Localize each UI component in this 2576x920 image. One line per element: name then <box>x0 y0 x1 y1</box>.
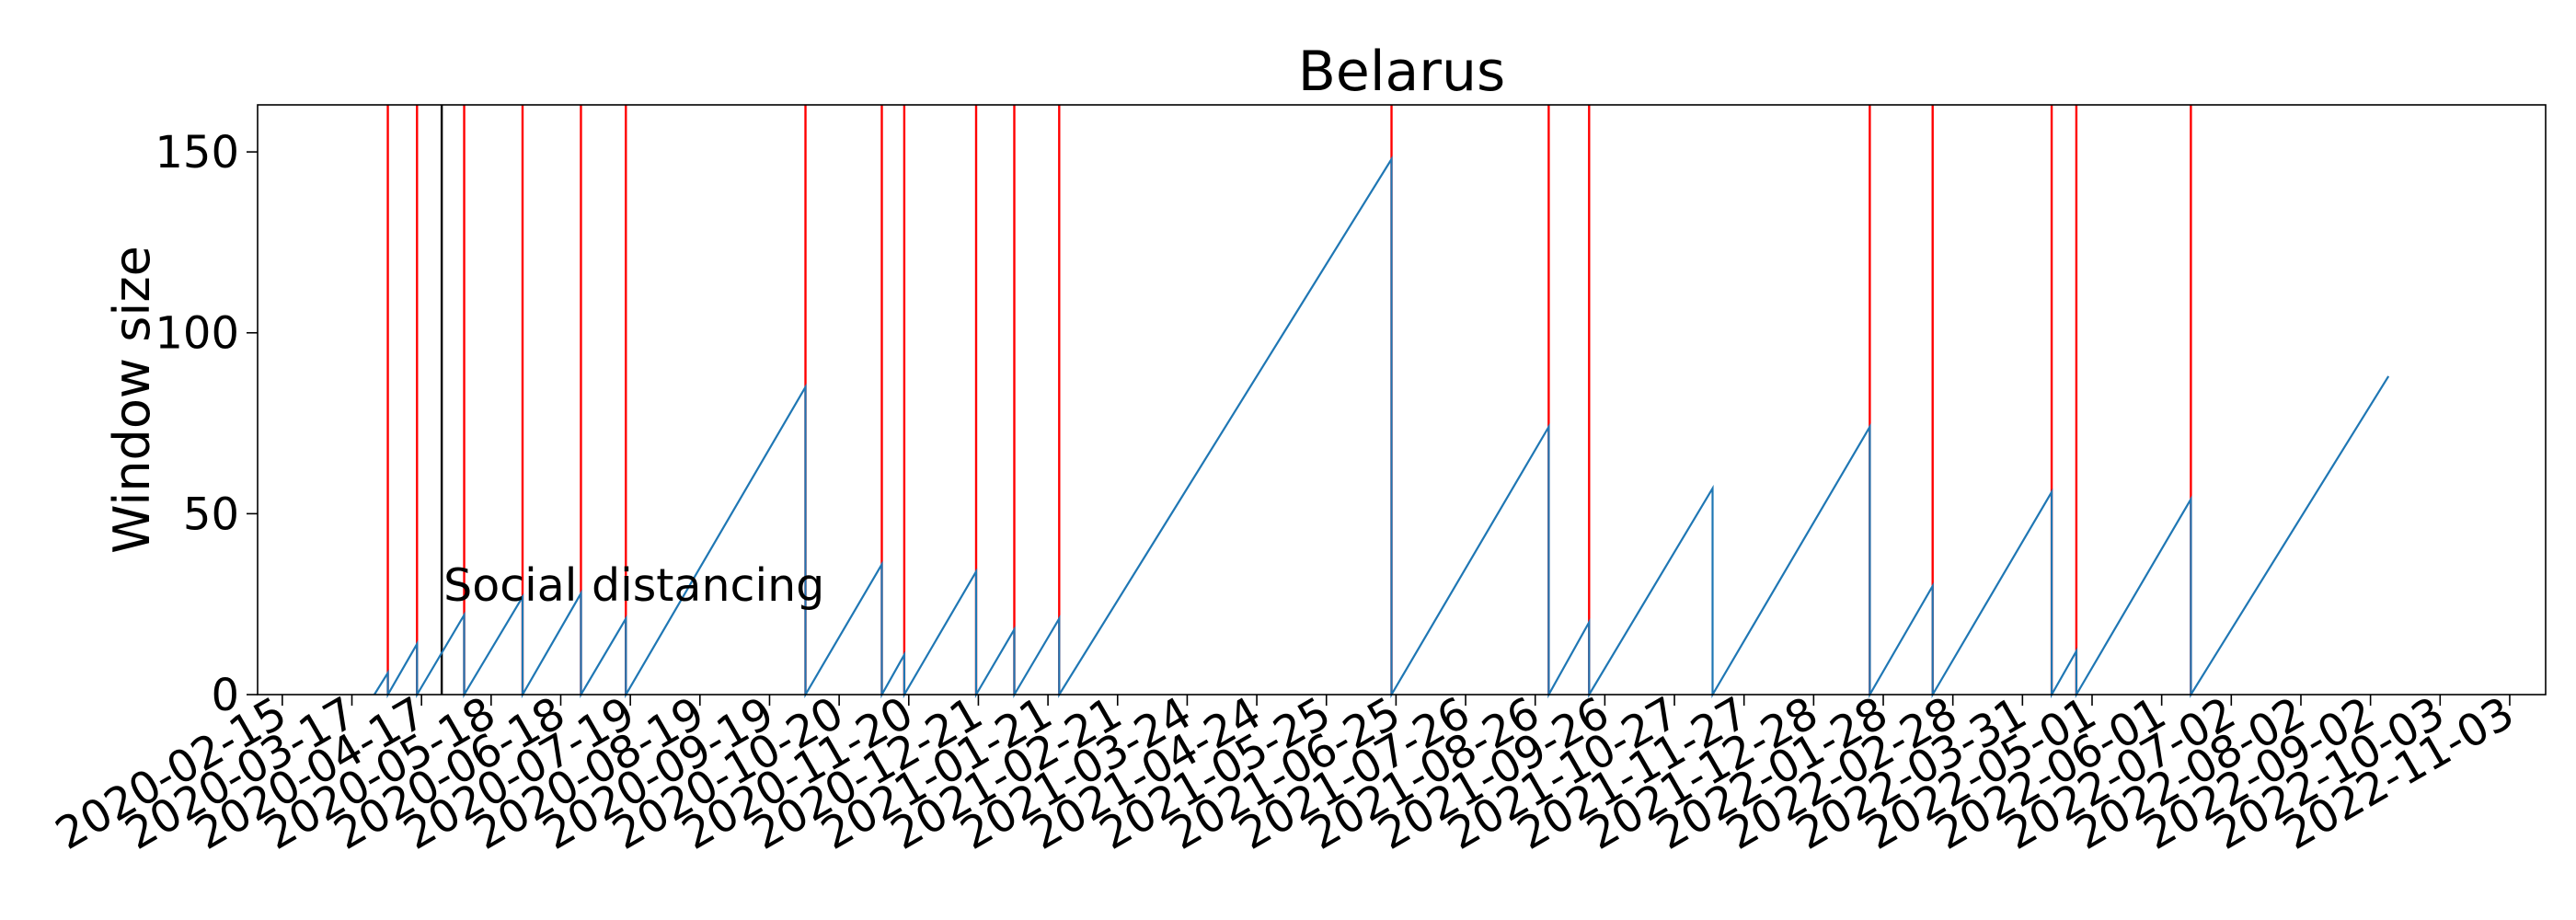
plot-frame <box>257 104 2547 696</box>
x-axis: 2020-02-152020-03-172020-04-172020-05-18… <box>47 687 2523 860</box>
y-tick-label: 50 <box>183 489 239 540</box>
social-distancing-annotation: Social distancing <box>443 559 824 612</box>
y-tick-label: 150 <box>155 127 239 178</box>
series-line-0 <box>373 155 2390 699</box>
y-axis-label: Window size <box>103 246 161 554</box>
series-group <box>373 155 2390 699</box>
y-axis: 0 50 100 150 <box>155 127 258 721</box>
annotations: Social distancing <box>443 559 824 612</box>
y-tick-label: 0 <box>211 670 239 721</box>
y-tick-label: 100 <box>155 308 239 360</box>
chart-title: Belarus <box>1298 40 1505 104</box>
